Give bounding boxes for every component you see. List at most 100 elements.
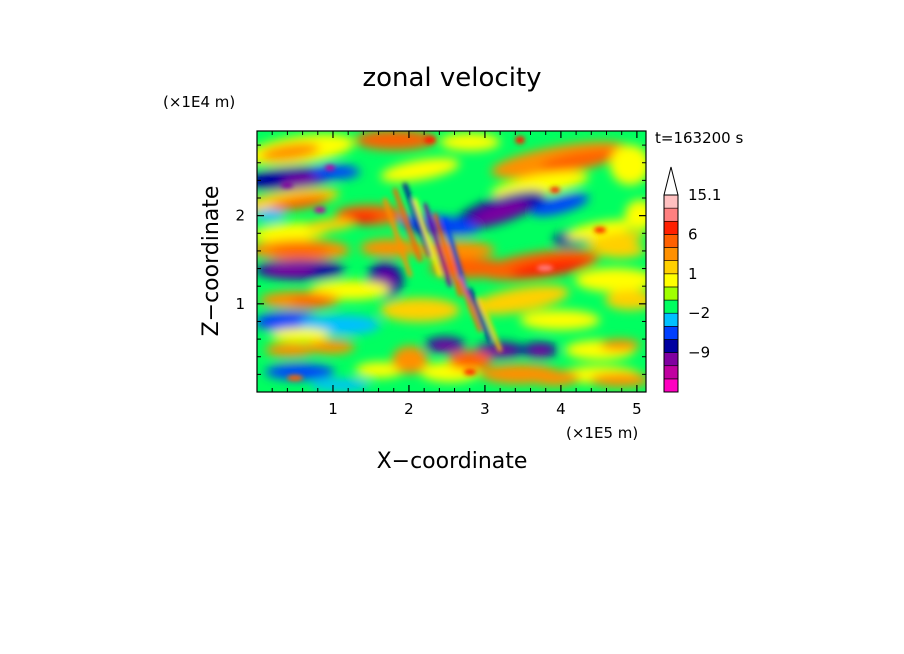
contour-blob: [270, 246, 330, 258]
contour-blob: [585, 231, 645, 249]
contour-streak: [413, 198, 442, 277]
contour-blob: [257, 209, 285, 221]
contour-blob: [265, 264, 315, 276]
y-axis-label: Z−coordinate: [199, 186, 224, 337]
contour-detail: [537, 265, 553, 271]
colorbar-level: [663, 234, 679, 248]
contour-blob: [590, 373, 646, 387]
contour-detail: [594, 227, 606, 233]
contour-blob: [595, 242, 645, 258]
field-soft-layer: [257, 131, 646, 391]
field-detail-layer: [281, 136, 606, 381]
colorbar-label: 1: [688, 265, 698, 283]
plot-frame: [256, 130, 647, 393]
x-axis-label: X−coordinate: [377, 449, 528, 474]
colorbar-level: [663, 247, 679, 261]
contour-blob: [305, 218, 355, 232]
x-tick-label: 2: [404, 400, 414, 418]
contour-blob: [360, 239, 420, 257]
contour-blob: [380, 157, 460, 183]
contour-blob: [310, 379, 370, 391]
contour-detail: [314, 207, 326, 213]
y-ticks: 12: [235, 144, 646, 375]
contour-detail: [550, 187, 560, 193]
y-axis-unit: (×1E4 m): [163, 93, 235, 111]
contour-detail: [325, 165, 335, 171]
contour-blob: [282, 174, 318, 186]
contour-detail: [287, 375, 303, 381]
contour-blob: [490, 171, 590, 199]
contour-blob: [540, 149, 620, 171]
contour-blob: [520, 310, 600, 330]
x-tick-label: 4: [556, 400, 566, 418]
colorbar-label: 6: [688, 225, 698, 243]
time-label: t=163200 s: [655, 129, 743, 147]
colorbar-level: [663, 312, 679, 327]
y-tick-label: 2: [235, 207, 245, 225]
colorbar-level: [663, 352, 679, 367]
contour-blob: [471, 200, 529, 224]
colorbar-label: −9: [688, 344, 710, 362]
contour-streak: [423, 203, 452, 287]
contour-blob: [270, 328, 330, 342]
contour-blob: [355, 362, 405, 378]
contour-blob: [265, 343, 315, 357]
contour-blob: [448, 350, 492, 370]
y-tick-label: 1: [235, 295, 245, 313]
colorbar-extend-arrow: [663, 166, 679, 196]
contour-detail: [464, 369, 476, 375]
contour-blob: [575, 268, 646, 292]
contour-blob: [610, 145, 646, 185]
x-tick-label: 1: [328, 400, 338, 418]
contour-blob: [392, 346, 428, 374]
contour-streak: [393, 188, 422, 262]
contour-blob: [530, 194, 590, 216]
x-axis-unit: (×1E5 m): [566, 424, 638, 442]
contour-streak: [468, 288, 492, 342]
colorbar-frame: [663, 194, 679, 393]
contour-blob: [625, 200, 646, 230]
contour-streak: [478, 298, 502, 352]
contour-streak: [403, 183, 432, 257]
contour-blob: [355, 131, 435, 150]
colorbar-level: [663, 273, 679, 288]
contour-streak: [383, 198, 412, 277]
contour-blob: [530, 347, 550, 357]
colorbar-level: [663, 339, 679, 353]
contour-blob: [265, 364, 335, 380]
contour-blob: [260, 143, 320, 161]
colorbar: 15.1 6 1 −2 −9: [663, 166, 721, 393]
contour-detail: [281, 182, 293, 188]
contour-blob: [530, 370, 580, 386]
contour-streak: [433, 213, 462, 297]
colorbar-label: −2: [688, 304, 710, 322]
colorbar-level: [663, 286, 679, 301]
colorbar-level: [663, 260, 679, 275]
x-tick-label: 5: [632, 400, 642, 418]
contour-blob: [600, 339, 640, 351]
contour-blob: [433, 342, 457, 352]
contour-detail: [515, 136, 525, 144]
contour-blob: [380, 298, 460, 322]
colorbar-level: [663, 194, 679, 209]
colorbar-level: [663, 220, 679, 235]
contour-field: [257, 131, 646, 392]
x-ticks: 1 2 3 4 5: [271, 131, 642, 418]
x-tick-label: 3: [480, 400, 490, 418]
colorbar-level: [663, 365, 679, 380]
colorbar-label: 15.1: [688, 186, 721, 204]
contour-blob: [310, 165, 360, 179]
contour-streak: [458, 278, 482, 332]
contour-blob: [270, 195, 330, 211]
colorbar-level: [663, 378, 679, 393]
contour-blob: [470, 285, 570, 315]
chart-title: zonal velocity: [362, 63, 541, 93]
contour-detail: [424, 136, 436, 144]
contour-blob: [605, 290, 646, 310]
colorbar-level: [663, 207, 679, 222]
colorbar-level: [663, 299, 679, 314]
contour-blob: [290, 297, 330, 307]
contour-blob: [305, 340, 355, 354]
colorbar-level: [663, 326, 679, 340]
